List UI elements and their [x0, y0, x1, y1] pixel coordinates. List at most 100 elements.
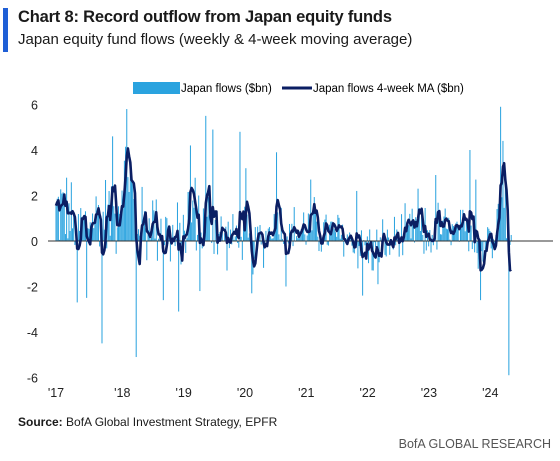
- bar: [132, 183, 134, 241]
- bar: [153, 210, 155, 241]
- bar: [169, 241, 171, 262]
- legend-label-bars: Japan flows ($bn): [181, 83, 272, 95]
- bar: [276, 152, 278, 241]
- bar: [178, 241, 180, 312]
- bar: [240, 236, 242, 241]
- bar: [213, 241, 215, 254]
- bar: [436, 241, 438, 250]
- bar: [483, 241, 485, 243]
- bar: [63, 202, 65, 241]
- bar: [371, 241, 373, 271]
- bar: [415, 217, 417, 241]
- bar: [83, 219, 85, 241]
- bar: [182, 214, 184, 241]
- bar: [334, 232, 337, 241]
- bar: [306, 235, 308, 241]
- bar: [441, 234, 443, 241]
- bar: [416, 225, 418, 241]
- x-tick-label: '20: [237, 386, 253, 400]
- bar: [364, 241, 366, 246]
- bar: [505, 238, 508, 241]
- x-tick-label: '24: [482, 386, 498, 400]
- bar: [481, 241, 483, 252]
- bar: [447, 229, 449, 241]
- bar: [491, 241, 493, 259]
- bar: [103, 229, 105, 241]
- bar: [202, 208, 204, 241]
- bar: [476, 241, 478, 254]
- bar: [409, 213, 411, 241]
- bar: [199, 241, 201, 292]
- bar: [271, 238, 273, 241]
- bar: [338, 217, 340, 241]
- bar: [230, 229, 232, 241]
- y-tick-label: 6: [31, 99, 38, 113]
- y-axis-ticks: 6 4 2 0 -2 -4 -6: [27, 99, 38, 386]
- bar: [176, 202, 178, 241]
- bar: [149, 239, 151, 241]
- bar: [241, 241, 243, 260]
- bar: [464, 231, 466, 241]
- bar: [333, 229, 335, 241]
- bar: [316, 221, 318, 241]
- bar: [197, 234, 199, 241]
- bar: [493, 239, 495, 241]
- bar: [412, 220, 414, 241]
- bar: [158, 238, 160, 241]
- bar: [469, 150, 471, 241]
- bar: [82, 216, 84, 241]
- bar: [388, 237, 390, 241]
- bar: [152, 200, 154, 241]
- bar: [116, 227, 118, 241]
- bar: [101, 241, 103, 344]
- bar: [142, 224, 144, 241]
- bar: [401, 214, 403, 241]
- bar: [238, 241, 240, 248]
- bar: [57, 196, 59, 241]
- bar: [471, 241, 473, 250]
- bar: [233, 239, 235, 241]
- bar: [283, 241, 285, 244]
- bar: [339, 238, 341, 241]
- bar: [366, 236, 368, 241]
- bar: [279, 239, 281, 241]
- bar: [228, 241, 230, 249]
- bar: [362, 241, 364, 296]
- bar: [172, 224, 174, 241]
- bar: [475, 179, 477, 241]
- title-accent-bar: [3, 8, 8, 52]
- y-tick-label: 2: [31, 190, 38, 204]
- bar: [62, 192, 64, 241]
- bar: [510, 234, 512, 241]
- bar: [360, 230, 362, 241]
- bar: [277, 212, 279, 241]
- bar: [195, 241, 197, 251]
- bar: [428, 241, 430, 247]
- bar: [254, 227, 256, 241]
- bar: [263, 241, 265, 268]
- bar: [122, 207, 124, 241]
- bar: [395, 241, 397, 246]
- bar: [166, 218, 168, 241]
- bar: [340, 234, 342, 241]
- bar: [270, 236, 272, 241]
- bar: [317, 236, 319, 241]
- source-label: Source:: [18, 415, 63, 429]
- bar: [455, 223, 457, 241]
- bar: [379, 237, 381, 241]
- bar: [246, 214, 248, 241]
- bar: [432, 241, 434, 246]
- chart-title: Chart 8: Record outflow from Japan equit…: [18, 8, 392, 26]
- y-tick-label: -4: [27, 326, 38, 340]
- bar: [226, 241, 228, 271]
- bar: [450, 241, 452, 246]
- chart-legend: Japan flows ($bn) Japan flows 4-week MA …: [133, 82, 464, 95]
- bar: [307, 213, 309, 241]
- bar: [55, 205, 57, 241]
- bar: [278, 234, 280, 241]
- bar: [186, 238, 188, 241]
- bar: [99, 241, 101, 247]
- bar: [148, 218, 150, 241]
- bar: [323, 222, 325, 241]
- bar: [477, 241, 479, 269]
